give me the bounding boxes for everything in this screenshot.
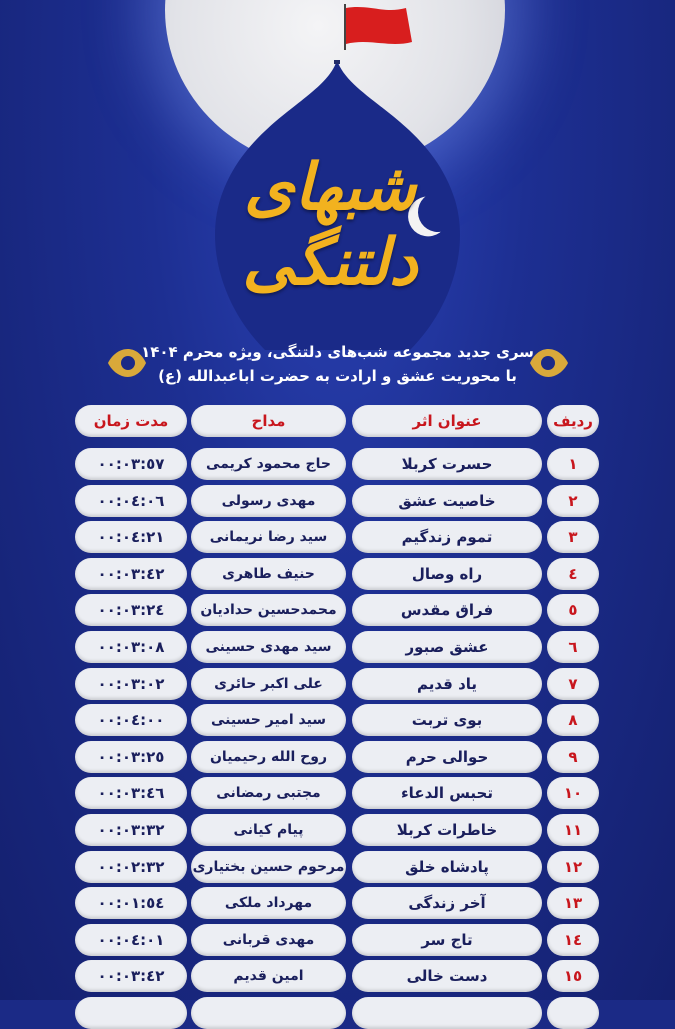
subtitle: سری جدید مجموعه شب‌های دلتنگی، ویژه محرم… bbox=[140, 340, 535, 388]
cell-title: حوالی حرم bbox=[352, 740, 542, 773]
cell-maddah: سید رضا نریمانی bbox=[191, 521, 346, 554]
subtitle-line-2: با محوریت عشق و ارادت به حضرت اباعبدالله… bbox=[158, 367, 517, 385]
cell-partial bbox=[75, 997, 187, 1029]
cell-duration: ٠٠:٠١:٥٤ bbox=[75, 887, 187, 920]
cell-maddah: حنیف طاهری bbox=[191, 557, 346, 590]
cell-maddah: امین قدیم bbox=[191, 960, 346, 993]
dome-silhouette bbox=[215, 60, 460, 350]
cell-title: عشق صبور bbox=[352, 631, 542, 663]
table-row: ٠٠:٠٣:٥٧ حاج محمود کریمی حسرت کربلا ١ bbox=[0, 448, 675, 480]
table-row-partial bbox=[0, 997, 675, 1029]
cell-duration: ٠٠:٠٤:٠١ bbox=[75, 923, 187, 956]
cell-maddah: سید امیر حسینی bbox=[191, 704, 346, 737]
cell-title: حسرت کربلا bbox=[352, 448, 542, 480]
cell-maddah: مهدی قربانی bbox=[191, 923, 346, 956]
table-row: ٠٠:٠٣:٢٤ محمدحسین حدادیان فراق مقدس ٥ bbox=[0, 594, 675, 627]
cell-num: ١٢ bbox=[547, 850, 599, 883]
header-maddah: مداح bbox=[191, 405, 346, 437]
cell-title: تاج سر bbox=[352, 923, 542, 956]
cell-maddah: علی اکبر حائری bbox=[191, 667, 346, 700]
cell-duration: ٠٠:٠٢:٣٢ bbox=[75, 850, 187, 883]
cell-title: آخر زندگی bbox=[352, 887, 542, 920]
cell-duration: ٠٠:٠٣:٤٢ bbox=[75, 960, 187, 993]
cell-num: ١٥ bbox=[547, 960, 599, 993]
cell-duration: ٠٠:٠٣:٠٢ bbox=[75, 667, 187, 700]
header-title: عنوان اثر bbox=[352, 405, 542, 437]
cell-title: تحبس الدعاء bbox=[352, 777, 542, 810]
table-row: ٠٠:٠٤:٢١ سید رضا نریمانی تموم زندگیم ٣ bbox=[0, 521, 675, 554]
cell-maddah: مجتبی رمضانی bbox=[191, 777, 346, 810]
table-row: ٠٠:٠٣:٠٨ سید مهدی حسینی عشق صبور ٦ bbox=[0, 631, 675, 663]
ornament-left-icon bbox=[108, 349, 146, 377]
cell-title: فراق مقدس bbox=[352, 594, 542, 627]
cell-duration: ٠٠:٠٣:٢٤ bbox=[75, 594, 187, 627]
cell-partial bbox=[352, 997, 542, 1029]
cell-duration: ٠٠:٠٤:٢١ bbox=[75, 521, 187, 554]
ornament-right-icon bbox=[530, 349, 568, 377]
table-row: ٠٠:٠٤:٠٠ سید امیر حسینی بوی تربت ٨ bbox=[0, 704, 675, 737]
cell-num: ١ bbox=[547, 448, 599, 480]
table-row: ٠٠:٠٤:٠٦ مهدی رسولی خاصیت عشق ٢ bbox=[0, 484, 675, 517]
cell-num: ١٣ bbox=[547, 887, 599, 920]
red-flag-icon bbox=[344, 4, 412, 50]
cell-title: راه وصال bbox=[352, 557, 542, 590]
cell-duration: ٠٠:٠٣:٠٨ bbox=[75, 631, 187, 663]
table-row: ٠٠:٠٣:٣٢ پیام کیانی خاطرات کربلا ١١ bbox=[0, 814, 675, 846]
cell-maddah: سید مهدی حسینی bbox=[191, 631, 346, 663]
cell-num: ٨ bbox=[547, 704, 599, 737]
table-row: ٠٠:٠٣:٠٢ علی اکبر حائری یاد قدیم ٧ bbox=[0, 667, 675, 700]
cell-title: تموم زندگیم bbox=[352, 521, 542, 554]
cell-num: ٢ bbox=[547, 484, 599, 517]
cell-duration: ٠٠:٠٣:٥٧ bbox=[75, 448, 187, 480]
cell-num: ٥ bbox=[547, 594, 599, 627]
cell-num: ١٠ bbox=[547, 777, 599, 810]
cell-maddah: محمدحسین حدادیان bbox=[191, 594, 346, 627]
header-duration: مدت زمان bbox=[75, 405, 187, 437]
cell-num: ١٤ bbox=[547, 923, 599, 956]
table-row: ٠٠:٠٤:٠١ مهدی قربانی تاج سر ١٤ bbox=[0, 923, 675, 956]
cell-duration: ٠٠:٠٣:٢٥ bbox=[75, 740, 187, 773]
cell-duration: ٠٠:٠٣:٤٢ bbox=[75, 557, 187, 590]
cell-num: ٤ bbox=[547, 557, 599, 590]
cell-title: خاصیت عشق bbox=[352, 484, 542, 517]
header-num: ردیف bbox=[547, 405, 599, 437]
cell-duration: ٠٠:٠٣:٤٦ bbox=[75, 777, 187, 810]
cell-title: پادشاه خلق bbox=[352, 850, 542, 883]
table-row: ٠٠:٠٣:٤٦ مجتبی رمضانی تحبس الدعاء ١٠ bbox=[0, 777, 675, 810]
table-row: ٠٠:٠١:٥٤ مهرداد ملکی آخر زندگی ١٣ bbox=[0, 887, 675, 920]
cell-num: ١١ bbox=[547, 814, 599, 846]
logo-calligraphy: شبهای دلتنگی bbox=[242, 150, 418, 300]
cell-maddah: مرحوم حسین بختیاری bbox=[191, 850, 346, 883]
cell-title: بوی تربت bbox=[352, 704, 542, 737]
cell-title: خاطرات کربلا bbox=[352, 814, 542, 846]
cell-title: یاد قدیم bbox=[352, 667, 542, 700]
cell-maddah: پیام کیانی bbox=[191, 814, 346, 846]
cell-partial bbox=[547, 997, 599, 1029]
cell-duration: ٠٠:٠٤:٠٦ bbox=[75, 484, 187, 517]
cell-num: ٦ bbox=[547, 631, 599, 663]
table-row: ٠٠:٠٣:٤٢ امین قدیم دست خالی ١٥ bbox=[0, 960, 675, 993]
table-row: ٠٠:٠٢:٣٢ مرحوم حسین بختیاری پادشاه خلق ١٢ bbox=[0, 850, 675, 883]
cell-maddah: مهدی رسولی bbox=[191, 484, 346, 517]
table-row: ٠٠:٠٣:٢٥ روح الله رحیمیان حوالی حرم ٩ bbox=[0, 740, 675, 773]
cell-num: ٧ bbox=[547, 667, 599, 700]
table-row: ٠٠:٠٣:٤٢ حنیف طاهری راه وصال ٤ bbox=[0, 557, 675, 590]
subtitle-line-1: سری جدید مجموعه شب‌های دلتنگی، ویژه محرم… bbox=[141, 343, 534, 361]
table-header: مدت زمان مداح عنوان اثر ردیف bbox=[0, 405, 675, 437]
cell-num: ٩ bbox=[547, 740, 599, 773]
cell-partial bbox=[191, 997, 346, 1029]
cell-num: ٣ bbox=[547, 521, 599, 554]
cell-title: دست خالی bbox=[352, 960, 542, 993]
cell-maddah: روح الله رحیمیان bbox=[191, 740, 346, 773]
cell-maddah: حاج محمود کریمی bbox=[191, 448, 346, 480]
cell-duration: ٠٠:٠٣:٣٢ bbox=[75, 814, 187, 846]
cell-maddah: مهرداد ملکی bbox=[191, 887, 346, 920]
cell-duration: ٠٠:٠٤:٠٠ bbox=[75, 704, 187, 737]
